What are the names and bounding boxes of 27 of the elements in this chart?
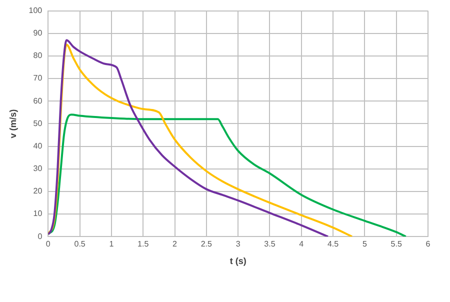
y-tick-label: 20 (33, 186, 43, 196)
x-tick-label: 2 (172, 240, 178, 249)
x-tick-label: 3 (236, 240, 241, 249)
y-tick-label: 30 (33, 164, 43, 174)
y-tick-label: 90 (33, 28, 43, 38)
y-tick-label: 70 (33, 74, 43, 83)
y-tick-label: 40 (33, 141, 43, 150)
y-tick-label: 0 (38, 232, 43, 241)
y-tick-label: 60 (33, 96, 43, 106)
x-tick-label: 0.5 (74, 240, 86, 249)
x-tick-label: 4.5 (327, 240, 340, 249)
x-tick-label: 1.5 (138, 240, 150, 249)
y-tick-label: 50 (33, 118, 43, 128)
y-tick-label: 10 (33, 209, 43, 218)
x-tick-label: 5.5 (390, 240, 402, 249)
x-tick-label: 2.5 (200, 240, 213, 249)
x-tick-label: 6 (426, 240, 431, 249)
y-axis-title: v (m/s) (8, 109, 18, 138)
x-tick-label: 4 (299, 240, 304, 249)
x-tick-label: 5 (362, 240, 368, 249)
y-tick-label: 100 (28, 6, 43, 16)
x-axis-title: t (s) (230, 256, 246, 266)
line-series (48, 114, 407, 237)
x-tick-label: 1 (109, 240, 114, 249)
y-tick-label: 80 (33, 51, 43, 60)
x-tick-label: 0 (46, 240, 51, 249)
x-tick-label: 3.5 (264, 240, 276, 249)
